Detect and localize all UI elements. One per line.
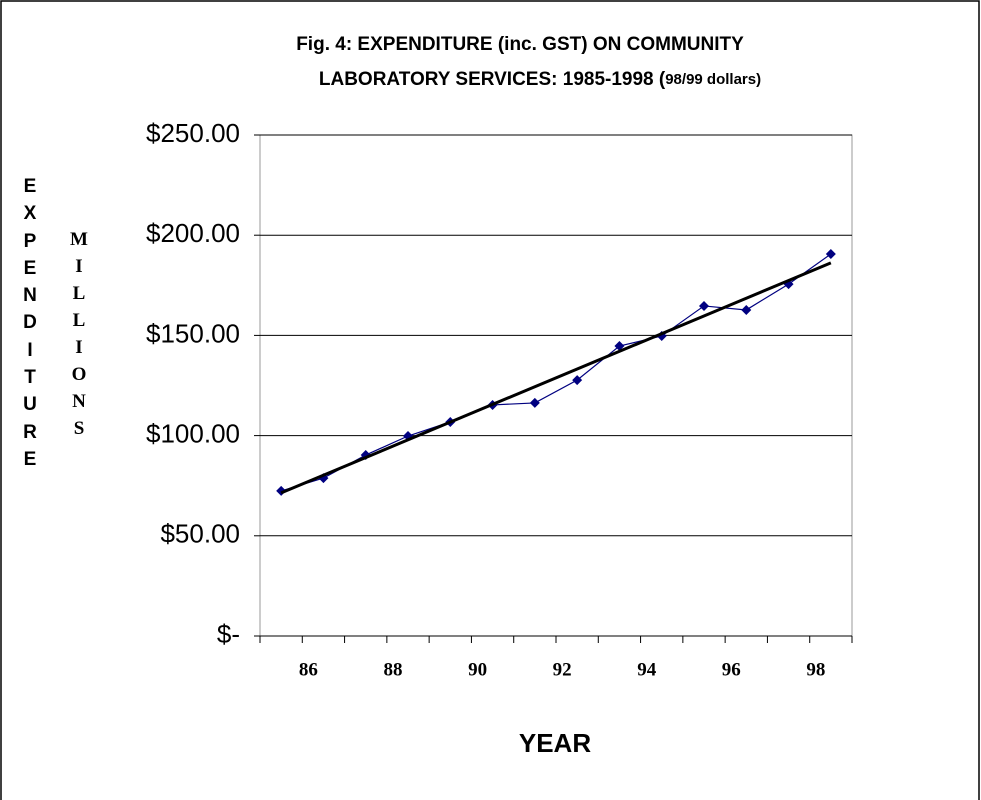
x-axis-label: YEAR: [519, 728, 591, 758]
y-tick-label: $50.00: [160, 519, 240, 549]
y-axis-label-2: MILLIONS: [70, 229, 88, 439]
chart-subtitle: 98/99 dollars): [665, 71, 761, 88]
chart-title: LABORATORY SERVICES: 1985-1998 (98/99 do…: [319, 69, 761, 90]
y-tick-label: $-: [217, 619, 240, 649]
y-tick-label: $250.00: [146, 118, 240, 148]
y-axis-label: EXPENDITURE: [23, 176, 37, 470]
data-point: [699, 300, 709, 311]
data-point: [614, 341, 625, 352]
trend-line: [280, 261, 832, 495]
chart-title: Fig. 4: EXPENDITURE (inc. GST) ON COMMUN…: [296, 34, 744, 55]
x-tick-label: 92: [553, 659, 572, 680]
data-point: [572, 375, 583, 386]
y-tick-label: $100.00: [146, 418, 240, 448]
x-tick-label: 94: [637, 659, 657, 680]
plot-area: [259, 134, 853, 637]
x-tick-label: 88: [384, 659, 403, 680]
x-tick-label: 98: [806, 659, 825, 680]
y-tick-label: $150.00: [146, 318, 240, 348]
x-tick-label: 96: [722, 659, 741, 680]
data-point: [741, 304, 752, 315]
x-tick-label: 90: [468, 659, 487, 680]
chart-title: LABORATORY SERVICES: 1985-1998 (: [319, 69, 666, 90]
data-point: [529, 397, 540, 408]
data-line: [280, 253, 832, 492]
x-tick-label: 86: [299, 659, 318, 680]
data-point: [825, 249, 836, 260]
y-tick-label: $200.00: [146, 218, 240, 248]
